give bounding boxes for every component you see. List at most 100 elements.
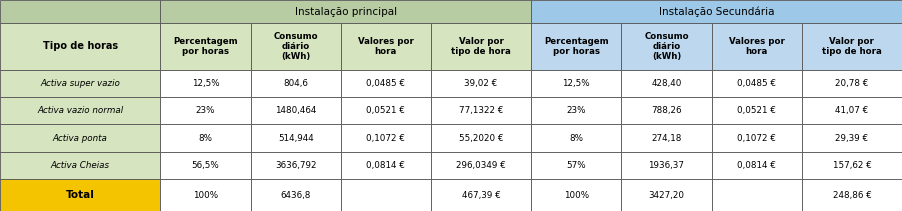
Text: 23%: 23% — [196, 106, 216, 115]
Bar — [531, 152, 621, 179]
Text: Valor por
tipo de hora: Valor por tipo de hora — [451, 37, 511, 56]
Text: Activa vazio normal: Activa vazio normal — [37, 106, 124, 115]
Bar — [0, 70, 161, 97]
Bar — [161, 0, 531, 23]
Text: 100%: 100% — [193, 191, 218, 200]
Text: Percentagem
por horas: Percentagem por horas — [173, 37, 238, 56]
Bar — [0, 97, 161, 124]
Text: Tipo de horas: Tipo de horas — [42, 41, 118, 51]
Text: 157,62 €: 157,62 € — [833, 161, 871, 170]
Bar — [621, 70, 712, 97]
Text: 274,18: 274,18 — [651, 134, 682, 143]
Bar — [251, 23, 341, 70]
Text: 0,0521 €: 0,0521 € — [737, 106, 776, 115]
Text: Valor por
tipo de hora: Valor por tipo de hora — [822, 37, 882, 56]
Bar — [531, 23, 621, 70]
Text: 0,0485 €: 0,0485 € — [737, 79, 777, 88]
Bar — [531, 70, 621, 97]
Text: 55,2020 €: 55,2020 € — [459, 134, 503, 143]
Bar — [802, 70, 902, 97]
Bar — [341, 23, 431, 70]
Text: 467,39 €: 467,39 € — [462, 191, 501, 200]
Text: Percentagem
por horas: Percentagem por horas — [544, 37, 609, 56]
Bar — [161, 152, 251, 179]
Bar — [251, 124, 341, 152]
Bar — [621, 179, 712, 211]
Bar — [161, 23, 251, 70]
Text: 39,02 €: 39,02 € — [465, 79, 498, 88]
Text: 3427,20: 3427,20 — [649, 191, 685, 200]
Text: 12,5%: 12,5% — [563, 79, 590, 88]
Bar — [712, 179, 802, 211]
Bar — [431, 97, 531, 124]
Bar — [431, 124, 531, 152]
Bar — [251, 179, 341, 211]
Text: 0,0814 €: 0,0814 € — [366, 161, 405, 170]
Text: Instalação Secundária: Instalação Secundária — [658, 6, 774, 17]
Bar — [431, 179, 531, 211]
Text: Instalação principal: Instalação principal — [295, 7, 397, 17]
Bar — [802, 124, 902, 152]
Text: 0,1072 €: 0,1072 € — [737, 134, 776, 143]
Bar — [802, 97, 902, 124]
Text: 56,5%: 56,5% — [191, 161, 219, 170]
Text: Consumo
diário
(kWh): Consumo diário (kWh) — [273, 31, 318, 61]
Bar — [531, 179, 621, 211]
Text: Activa ponta: Activa ponta — [52, 134, 107, 143]
Text: 0,0521 €: 0,0521 € — [366, 106, 405, 115]
Text: Total: Total — [66, 190, 95, 200]
Bar — [0, 179, 161, 211]
Bar — [0, 124, 161, 152]
Text: Consumo
diário
(kWh): Consumo diário (kWh) — [644, 31, 689, 61]
Text: 29,39 €: 29,39 € — [835, 134, 869, 143]
Text: 77,1322 €: 77,1322 € — [459, 106, 503, 115]
Text: Valores por
hora: Valores por hora — [358, 37, 414, 56]
Text: Activa Cheias: Activa Cheias — [51, 161, 110, 170]
Bar — [531, 0, 902, 23]
Text: 788,26: 788,26 — [651, 106, 682, 115]
Bar — [802, 23, 902, 70]
Bar — [341, 152, 431, 179]
Text: 296,0349 €: 296,0349 € — [456, 161, 506, 170]
Text: Activa super vazio: Activa super vazio — [41, 79, 120, 88]
Text: 23%: 23% — [566, 106, 586, 115]
Bar — [621, 97, 712, 124]
Bar — [621, 152, 712, 179]
Text: 12,5%: 12,5% — [191, 79, 219, 88]
Text: 0,0485 €: 0,0485 € — [366, 79, 405, 88]
Bar — [251, 70, 341, 97]
Text: 100%: 100% — [564, 191, 589, 200]
Bar — [802, 179, 902, 211]
Text: 8%: 8% — [198, 134, 213, 143]
Text: 6436,8: 6436,8 — [281, 191, 311, 200]
Bar — [0, 152, 161, 179]
Bar — [712, 124, 802, 152]
Bar — [161, 70, 251, 97]
Bar — [431, 23, 531, 70]
Bar — [431, 70, 531, 97]
Bar — [341, 179, 431, 211]
Bar — [341, 70, 431, 97]
Bar — [251, 152, 341, 179]
Bar — [161, 179, 251, 211]
Bar — [712, 152, 802, 179]
Bar — [712, 23, 802, 70]
Text: 0,0814 €: 0,0814 € — [737, 161, 776, 170]
Text: 1480,464: 1480,464 — [275, 106, 317, 115]
Bar — [802, 152, 902, 179]
Text: 3636,792: 3636,792 — [275, 161, 317, 170]
Bar — [161, 124, 251, 152]
Bar — [431, 152, 531, 179]
Text: 41,07 €: 41,07 € — [835, 106, 869, 115]
Bar — [0, 0, 161, 23]
Text: 0,1072 €: 0,1072 € — [366, 134, 405, 143]
Text: 8%: 8% — [569, 134, 584, 143]
Bar — [621, 23, 712, 70]
Bar — [531, 124, 621, 152]
Text: 428,40: 428,40 — [651, 79, 682, 88]
Text: Valores por
hora: Valores por hora — [729, 37, 785, 56]
Bar — [712, 97, 802, 124]
Text: 804,6: 804,6 — [283, 79, 308, 88]
Bar — [621, 124, 712, 152]
Bar — [531, 97, 621, 124]
